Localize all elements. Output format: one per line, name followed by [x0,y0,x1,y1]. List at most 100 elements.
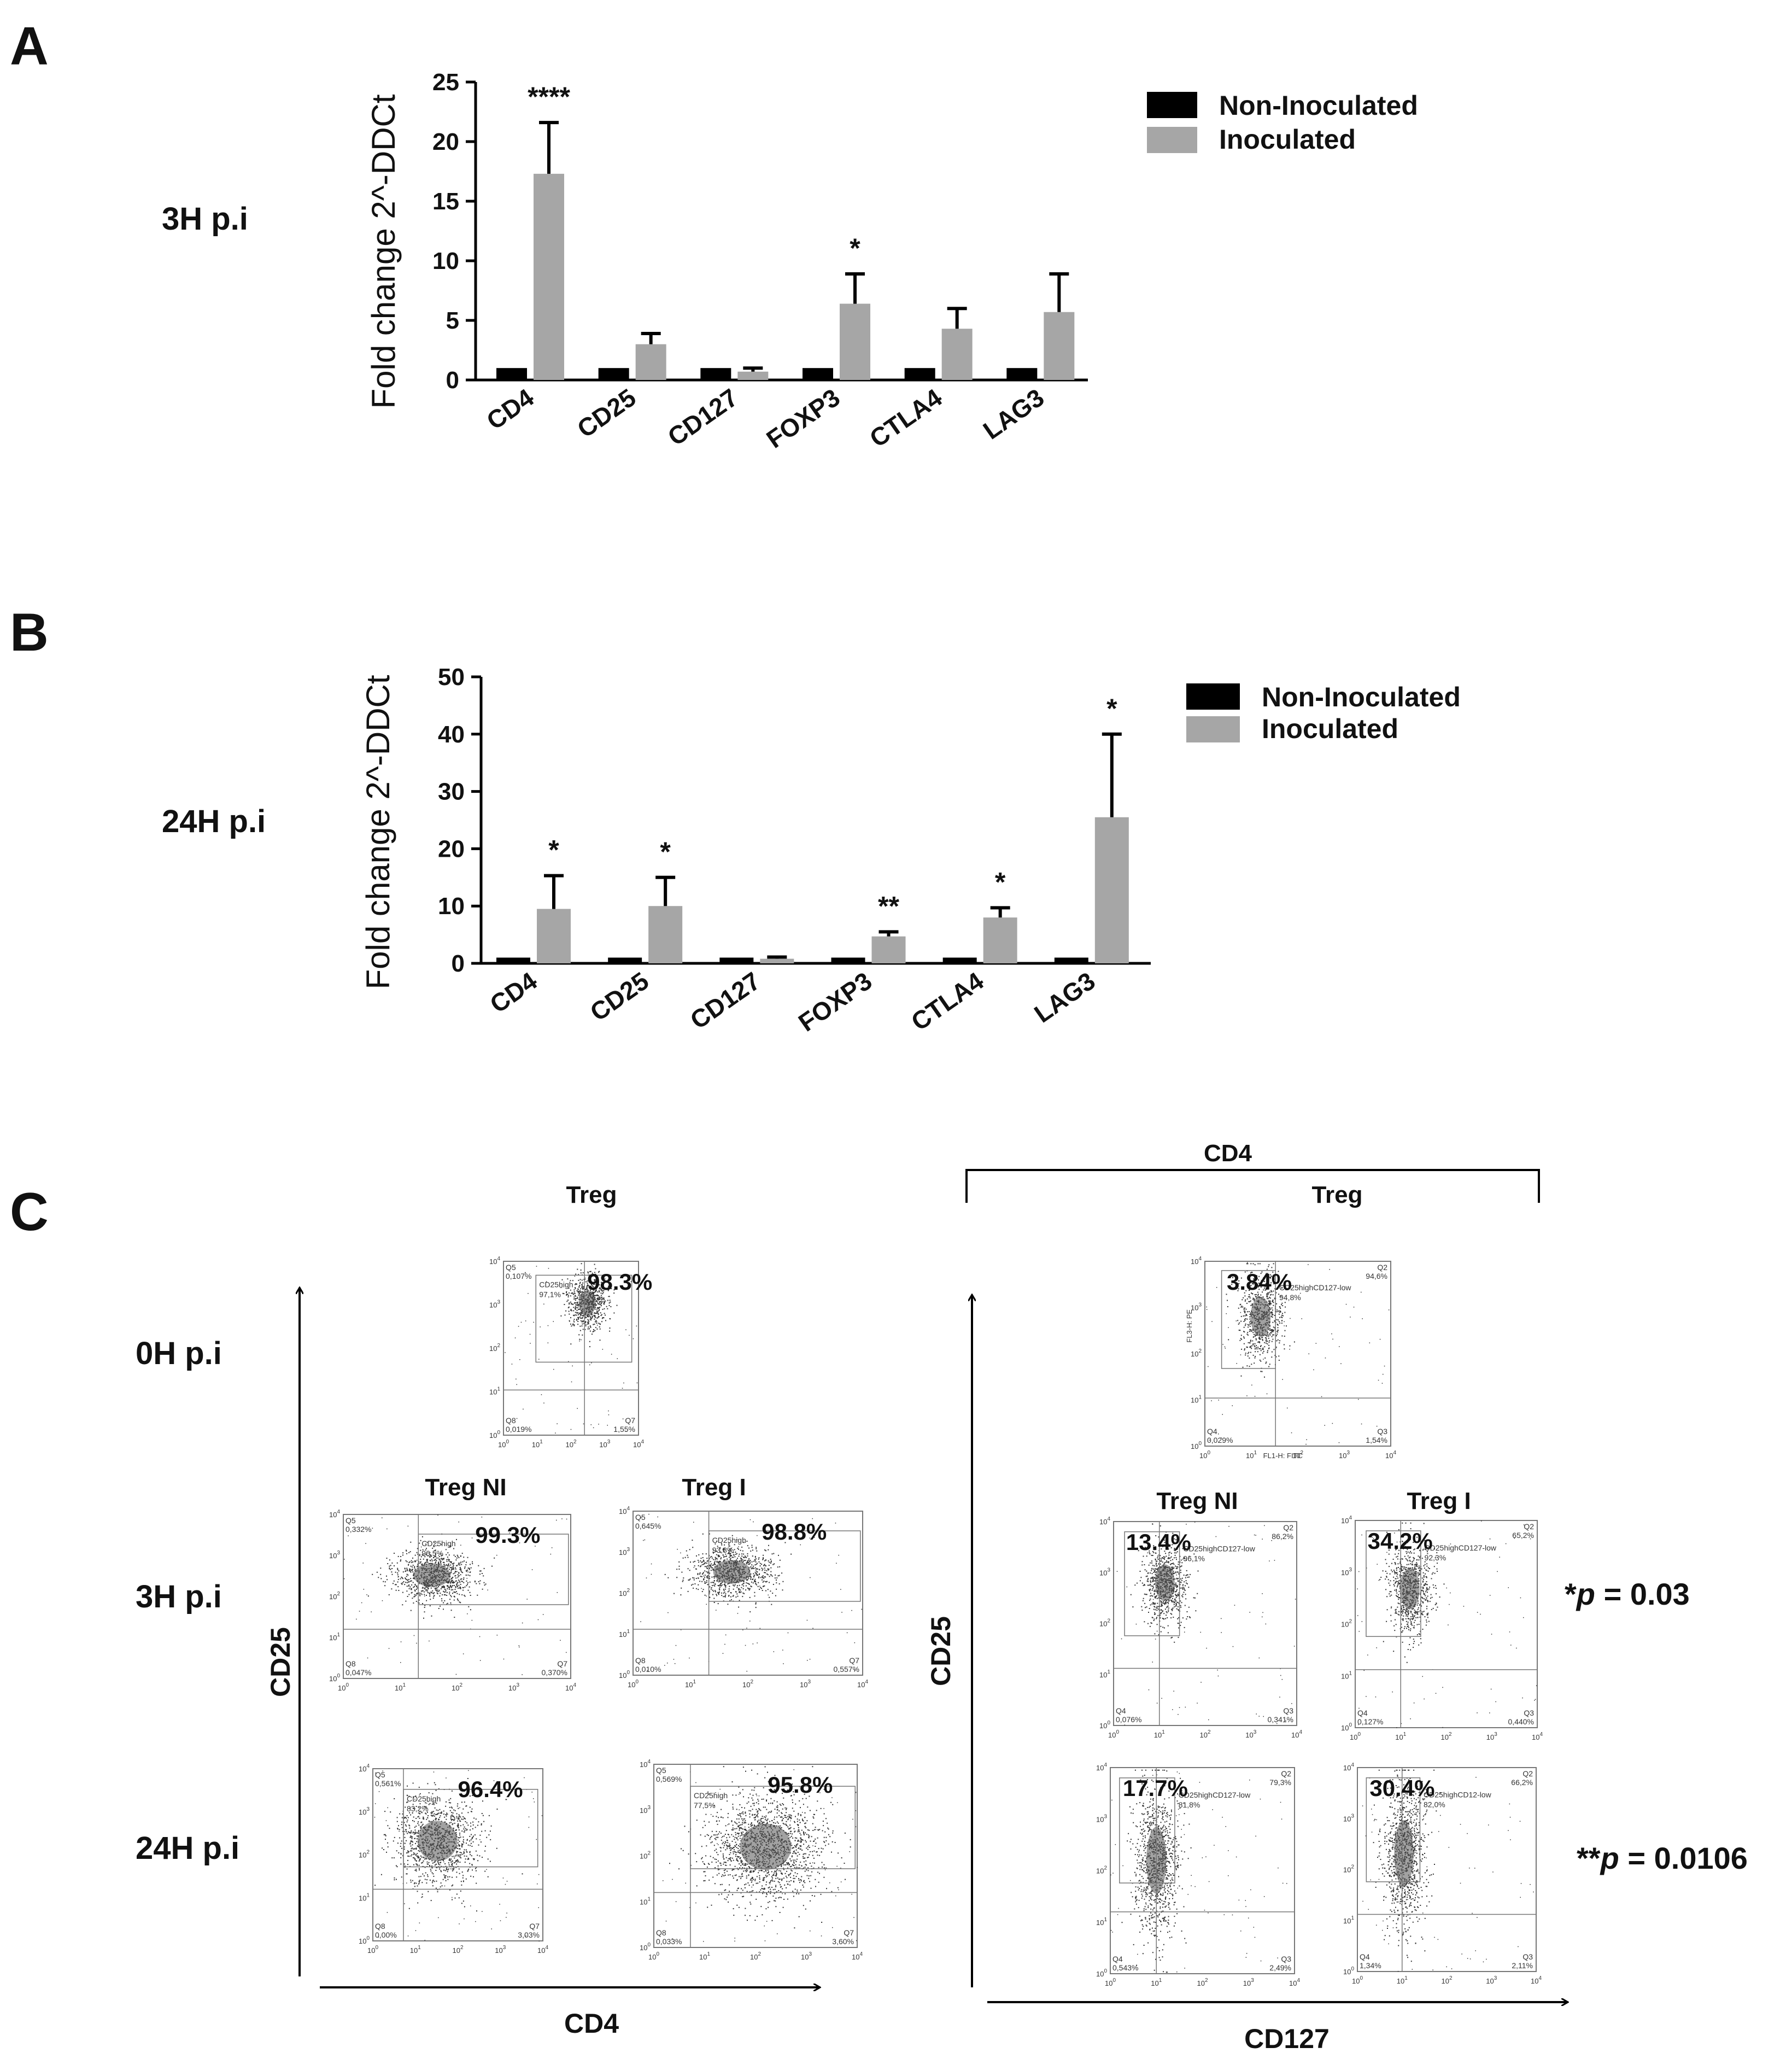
facs-plot-l2b-xtick: 103 [801,1951,812,1961]
chart-b-bar-non-inoculated-foxp3 [831,957,865,963]
facs-plot-l1b-ytick: 100 [619,1670,630,1680]
facs-plot-r1b-q-bl-value: 0,127% [1357,1717,1383,1726]
chart-b-significance-ctla4: * [995,867,1006,897]
facs-right-bracket-label: CD4 [1204,1140,1252,1167]
chart-b-bar-non-inoculated-cd25 [608,957,642,963]
facs-plot-l2a-ytick: 104 [359,1763,370,1773]
facs-plot-l1a-ytick: 102 [329,1591,340,1601]
facs-plot-r1b-gate-name: CD25highCD127-low [1425,1543,1497,1552]
chart-b-ytick-label: 50 [438,664,465,691]
chart-a-category-cd25: CD25 [572,383,641,443]
facs-plot-r0: CD25highCD127-low94,8%Q294,6%Q40,029%Q31… [1185,1256,1396,1460]
facs-plot-l2a-q-tl-value: 0,561% [375,1779,401,1788]
facs-plot-r2a-xtick: 104 [1289,1978,1300,1987]
facs-plot-l1b-gate [708,1530,861,1602]
facs-plot-r1a-q-br-value: 0,341% [1268,1715,1293,1724]
facs-plot-r1b-xtick: 102 [1440,1731,1451,1741]
facs-plot-r2b-xtick: 103 [1486,1975,1497,1985]
chart-a-bar-inoculated-foxp3 [840,303,870,380]
chart-a-ytick-label: 0 [446,367,459,394]
facs-plot-r0-xtick: 103 [1339,1450,1350,1460]
facs-plot-l1a-density-core [413,1563,450,1587]
facs-plot-l1b-q-tl-name: Q5 [635,1513,646,1522]
facs-plot-l1b-xtick: 100 [628,1679,639,1689]
facs-col-label-treg-i-left: Treg I [682,1474,746,1501]
facs-plot-r2b-ytick: 104 [1343,1762,1354,1772]
p-value-3h-p: p [1576,1577,1595,1611]
facs-plot-l2a-ytick: 102 [359,1850,370,1859]
facs-plot-r1b-frame [1355,1520,1538,1728]
facs-plot-r1b-density-core [1399,1568,1420,1610]
facs-plot-l2b-gate-name: CD25high [694,1791,728,1800]
p-value-24h-stars: ** [1577,1841,1601,1875]
facs-plot-r0-xtick: 101 [1246,1450,1257,1460]
facs-plot-r1a-ytick: 103 [1099,1567,1110,1577]
facs-plot-r1a-ytick: 102 [1099,1618,1110,1628]
facs-plot-l1b-q-bl-value: 0,010% [635,1665,661,1674]
facs-plot-r1a-ytick: 101 [1099,1669,1110,1679]
facs-plot-r2b-xtick: 101 [1397,1975,1408,1985]
chart-a-bar-non-inoculated-foxp3 [803,368,833,380]
facs-plot-r0-axis-x-name: FL1-H: FITC [1263,1452,1303,1460]
facs-plot-r1a-q-bl-value: 0,076% [1116,1715,1141,1724]
facs-col-label-treg-i-right: Treg I [1407,1488,1471,1514]
facs-plot-r2b-ytick: 100 [1343,1966,1354,1976]
facs-plot-l1a-ytick: 103 [329,1550,340,1560]
facs-plot-l0-ytick: 101 [489,1387,500,1396]
facs-plot-r2b-q-bl-name: Q4 [1360,1952,1370,1961]
facs-plot-r1b-gate [1366,1530,1421,1637]
facs-plot-r0-q-bl-name: Q4 [1207,1427,1217,1436]
facs-plot-l2a-q-br-value: 3,03% [518,1931,540,1939]
panel-b-letter: B [10,602,49,662]
panel-a-row-label: 3H p.i [162,201,248,237]
chart-b-ytick-label: 30 [438,779,465,805]
facs-plot-r0-q-tr-name: Q2 [1377,1263,1387,1272]
facs-plot-r2b-q-br-name: Q3 [1522,1952,1533,1961]
facs-plot-l1a-xtick: 102 [452,1682,462,1692]
chart-a-bar-inoculated-lag3 [1044,312,1075,380]
facs-plot-r1a-xtick: 102 [1199,1729,1210,1739]
p-value-3h: *p = 0.03 [1565,1577,1690,1611]
facs-plot-r2a-xtick: 101 [1151,1978,1162,1987]
facs-plot-l1a-xtick: 101 [395,1682,406,1692]
facs-plot-l1b-q-br-name: Q7 [849,1656,859,1665]
legend-b-non-inoculated-swatch [1186,683,1240,710]
facs-row-label-24h: 24H p.i [136,1830,239,1866]
chart-b-legend: Non-Inoculated Inoculated [1186,682,1461,744]
chart-b-category-cd4: CD4 [485,966,543,1019]
facs-plot-l0-q-bl-value: 0,019% [506,1425,531,1434]
facs-plot-r1b-ytick: 100 [1341,1722,1352,1732]
facs-plot-l1b-q-br-value: 0,557% [834,1665,859,1674]
facs-plot-r1b-q-tr-value: 65,2% [1512,1531,1534,1540]
chart-a-legend: Non-Inoculated Inoculated [1147,90,1418,155]
facs-plot-r2a-frame [1110,1767,1295,1974]
facs-plot-l0-gate-pct: 97,1% [539,1290,561,1298]
facs-plot-r2b-gate [1366,1777,1421,1882]
facs-plot-r0-ytick: 102 [1191,1348,1202,1358]
facs-plot-r1b-q-bl-name: Q4 [1357,1709,1368,1717]
facs-plot-r1a-ytick: 100 [1099,1720,1110,1730]
facs-plot-l2b-q-br-value: 3,60% [832,1937,854,1946]
facs-plot-l1b-gate-pct: 93,8% [712,1546,734,1554]
facs-plot-r1a-gate-name: CD25highCD127-low [1183,1545,1255,1553]
chart-b-category-cd25: CD25 [585,967,654,1027]
chart-a-bar-inoculated-ctla4 [941,329,973,380]
facs-plot-r1b-q-br-name: Q3 [1524,1709,1534,1717]
facs-plot-l0-ytick: 103 [489,1300,500,1309]
facs-plot-r2b-percent: 30.4% [1369,1775,1434,1801]
chart-a-ylabel: Fold change 2^-DDCt [365,94,402,408]
legend-a-non-inoculated-swatch [1147,92,1197,118]
facs-plot-l1b-frame [633,1511,863,1676]
facs-plot-l2b-density-core [740,1823,792,1870]
facs-row-label-3h: 3H p.i [136,1579,222,1614]
p-value-24h-p: p [1600,1841,1619,1875]
chart-b-bar-inoculated-cd127 [760,958,794,963]
chart-b: Fold change 2^-DDCt 0 10 20 30 40 50 * CD4 * CD25… [360,664,1151,1037]
facs-plot-l0-q-br-value: 1,55% [613,1425,635,1434]
facs-plot-r1b-ytick: 101 [1341,1670,1352,1680]
